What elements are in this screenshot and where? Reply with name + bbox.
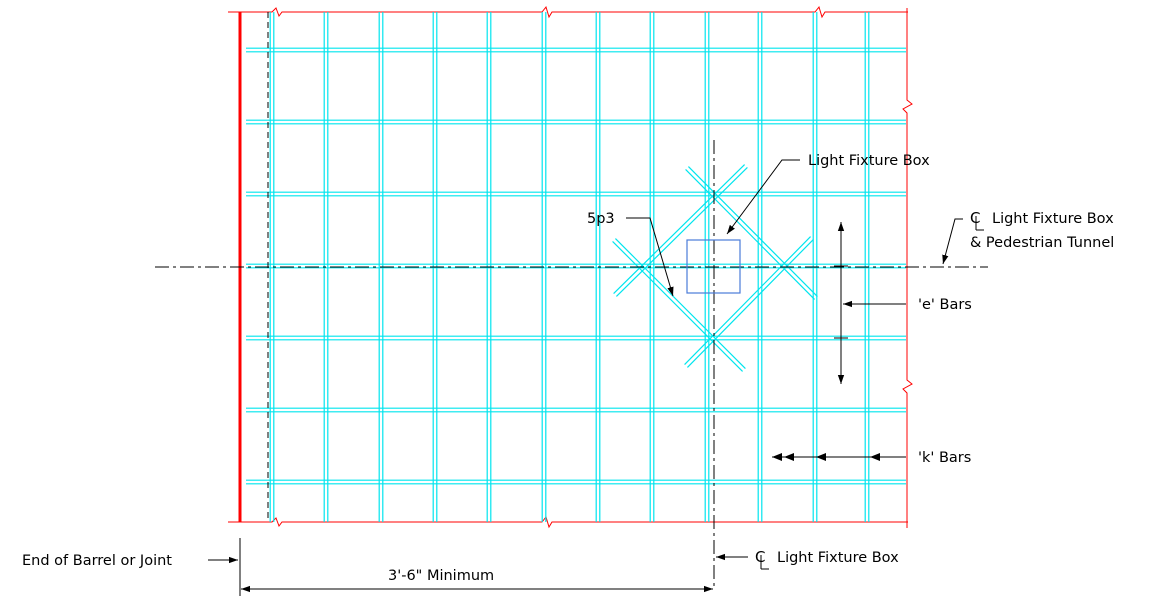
dimension-label: 3'-6" Minimum (388, 568, 494, 584)
slab-right-edge (902, 8, 913, 528)
cl-light-fixture-leader (942, 218, 963, 265)
light-fixture-box (686, 239, 741, 294)
cl-light-fixture-label-line2: & Pedestrian Tunnel (970, 235, 1114, 251)
horizontal-bar-3 (246, 191, 906, 197)
light-fixture-box-label: Light Fixture Box (808, 153, 930, 169)
k-bars-label: 'k' Bars (918, 450, 971, 466)
horizontal-bar-2 (246, 119, 906, 125)
diagonal-bars-5p3 (612, 164, 818, 372)
horizontal-bar-4 (246, 263, 906, 269)
k-bars-arrow-4 (870, 453, 880, 461)
k-bars-arrow-2 (784, 453, 794, 461)
bar-5p3-leader (626, 217, 674, 297)
horizontal-bar-5 (246, 335, 906, 341)
diagonal-bar-lower-left (612, 238, 746, 372)
k-bars-arrow-3 (816, 453, 826, 461)
slab-top-edge (228, 5, 908, 19)
k-bars-arrow-1 (772, 453, 782, 461)
slab-bottom-edge (228, 515, 908, 529)
svg-text:C: C (755, 548, 765, 566)
diagonal-bar-upper-right (685, 166, 818, 300)
cl-bottom-label: Light Fixture Box (777, 550, 899, 566)
cl-light-fixture-label-line1: Light Fixture Box (992, 211, 1114, 227)
horizontal-bar-6 (246, 407, 906, 413)
diagonal-bar-lower-right (684, 236, 814, 368)
e-bars-label: 'e' Bars (918, 297, 972, 313)
centerline-symbol-right: C (970, 209, 984, 231)
horizontal-bar-7 (246, 479, 906, 485)
horizontal-bar-1 (246, 47, 906, 53)
bar-5p3-label: 5p3 (587, 211, 615, 227)
diagonal-bar-upper-left (613, 164, 748, 297)
centerline-symbol-bottom: C (755, 548, 769, 570)
svg-text:C: C (970, 209, 980, 227)
light-fixture-box-leader (726, 159, 800, 235)
end-of-barrel-label: End of Barrel or Joint (22, 553, 172, 569)
